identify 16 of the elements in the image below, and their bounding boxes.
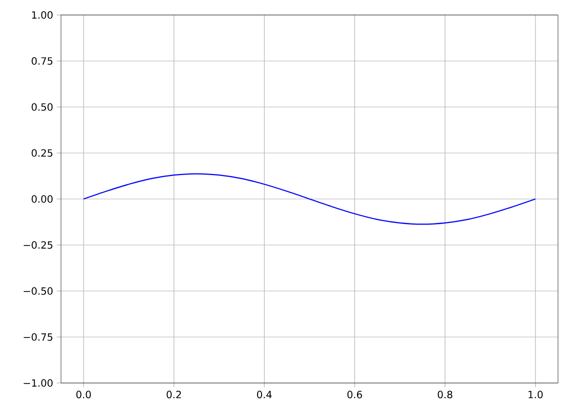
- x-tick-label: 0.6: [347, 390, 362, 398]
- y-tick-label: 0.75: [32, 57, 52, 65]
- y-tick-label: 0.25: [32, 149, 52, 157]
- x-tick-label: 0.4: [257, 390, 272, 398]
- y-tick-label: 1.00: [32, 11, 53, 19]
- y-tick-label: 0.50: [32, 103, 53, 111]
- y-tick-label: −0.75: [24, 333, 52, 341]
- x-tick-label: 1.0: [528, 390, 543, 398]
- y-tick-label: −0.50: [24, 287, 53, 295]
- y-tick-label: −0.25: [24, 241, 52, 249]
- line-series: [83, 173, 536, 225]
- x-tick-label: 0.2: [166, 390, 181, 398]
- x-tick-label: 0.8: [438, 390, 452, 398]
- y-tick-label: −1.00: [24, 379, 53, 387]
- x-tick-label: 0.0: [76, 390, 91, 398]
- y-tick-label: 0.00: [32, 195, 53, 203]
